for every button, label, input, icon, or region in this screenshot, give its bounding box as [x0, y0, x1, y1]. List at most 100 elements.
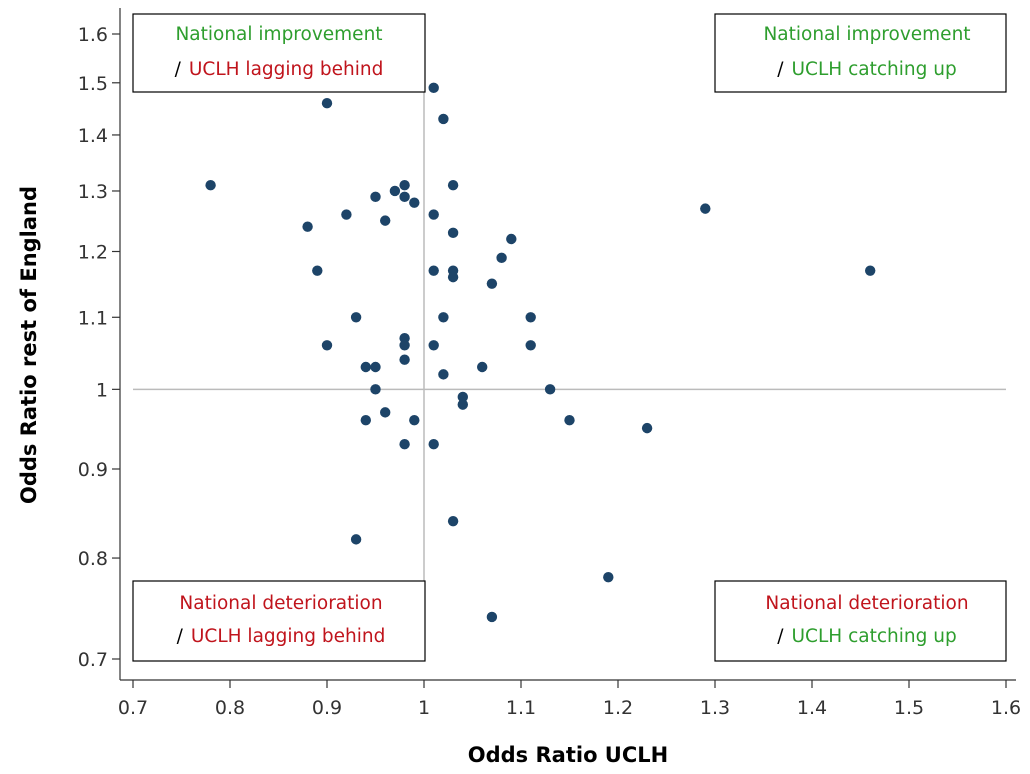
- data-point: [321, 340, 333, 351]
- x-tick-label: 0.8: [215, 697, 245, 719]
- data-point: [447, 179, 459, 191]
- quadrant-bottom-right: National deterioration / UCLH catching up: [714, 580, 1007, 662]
- quadrant-line2-text: UCLH lagging behind: [189, 59, 383, 80]
- x-tick-label: 1.5: [894, 697, 924, 719]
- data-point: [380, 215, 391, 226]
- data-point: [525, 312, 536, 323]
- data-point: [641, 422, 653, 434]
- data-point: [447, 515, 459, 527]
- data-point: [544, 384, 556, 395]
- y-tick-label: 0.9: [78, 459, 108, 481]
- data-point: [399, 340, 410, 351]
- data-point: [428, 82, 439, 94]
- data-point: [399, 179, 410, 191]
- data-point: [438, 113, 449, 125]
- data-point: [438, 312, 449, 323]
- data-point: [428, 439, 439, 450]
- quadrant-slash: /: [175, 59, 182, 80]
- data-point: [370, 191, 381, 203]
- y-axis-title: Odds Ratio rest of England: [17, 186, 41, 504]
- data-point: [409, 415, 420, 426]
- quadrant-line2: / UCLH catching up: [777, 59, 956, 80]
- data-points: [205, 24, 876, 623]
- data-point: [380, 407, 391, 418]
- quadrant-line2: / UCLH lagging behind: [177, 626, 386, 647]
- data-point: [457, 399, 468, 410]
- quadrant-line1: National deterioration: [179, 593, 382, 614]
- quadrant-bottom-left: National deterioration / UCLH lagging beh…: [132, 580, 426, 662]
- data-point: [438, 369, 449, 380]
- quadrant-top-right: National improvement / UCLH catching up: [714, 13, 1007, 93]
- quadrant-line2-text: UCLH catching up: [792, 626, 957, 647]
- y-tick-label: 1.3: [78, 181, 108, 203]
- x-tick-label: 0.7: [118, 697, 148, 719]
- quadrant-box: [132, 580, 426, 662]
- data-point: [447, 271, 459, 283]
- quadrant-box: [714, 580, 1007, 662]
- data-point: [370, 361, 381, 373]
- data-point: [564, 415, 575, 426]
- quadrant-box: [714, 13, 1007, 93]
- data-point: [428, 209, 439, 220]
- y-tick-label: 0.7: [78, 649, 108, 671]
- data-point: [341, 209, 352, 220]
- x-tick-label: 1.2: [603, 697, 633, 719]
- x-tick-label: 1.1: [506, 697, 536, 719]
- data-point: [321, 98, 333, 109]
- data-point: [399, 439, 410, 450]
- x-tick-label: 1.6: [991, 697, 1021, 719]
- quadrant-line2-text: UCLH lagging behind: [191, 626, 385, 647]
- quadrant-line2: / UCLH catching up: [777, 626, 956, 647]
- quadrant-slash: /: [177, 626, 184, 647]
- quadrant-line1: National improvement: [175, 24, 382, 45]
- quadrant-top-left: National improvement / UCLH lagging behin…: [132, 13, 426, 93]
- data-point: [865, 265, 876, 276]
- data-point: [486, 611, 498, 623]
- y-tick-label: 1.4: [78, 125, 108, 147]
- quadrant-slash: /: [777, 626, 784, 647]
- quadrant-line1: National deterioration: [765, 593, 968, 614]
- data-point: [302, 221, 313, 232]
- data-point: [477, 361, 488, 373]
- data-point: [360, 415, 371, 426]
- x-tick-label: 1: [418, 697, 430, 719]
- data-point: [603, 571, 614, 583]
- data-point: [350, 534, 362, 545]
- y-tick-label: 1.1: [78, 307, 108, 329]
- quadrant-line2: / UCLH lagging behind: [175, 59, 384, 80]
- reference-lines: [133, 34, 1006, 659]
- x-tick-label: 1.3: [700, 697, 730, 719]
- data-point: [428, 265, 439, 276]
- data-point: [389, 185, 401, 197]
- y-tick-label: 1.6: [78, 24, 108, 46]
- data-point: [360, 361, 371, 373]
- data-point: [205, 179, 216, 191]
- data-point: [525, 340, 536, 351]
- y-tick-label: 1.5: [78, 73, 108, 95]
- data-point: [506, 233, 517, 245]
- quadrant-slash: /: [777, 59, 784, 80]
- data-point: [409, 197, 420, 208]
- y-tick-label: 0.8: [78, 548, 108, 570]
- y-tick-label: 1: [96, 379, 108, 401]
- data-point: [399, 191, 410, 203]
- data-point: [496, 252, 507, 264]
- data-point: [428, 340, 439, 351]
- quadrant-line2-text: UCLH catching up: [792, 59, 957, 80]
- x-tick-label: 1.4: [797, 697, 827, 719]
- data-point: [312, 265, 323, 276]
- data-point: [399, 354, 410, 365]
- quadrant-box: [132, 13, 426, 93]
- quadrant-line1: National improvement: [763, 24, 970, 45]
- x-tick-label: 0.9: [312, 697, 342, 719]
- data-point: [370, 384, 381, 395]
- data-point: [700, 203, 711, 214]
- x-axis-title: Odds Ratio UCLH: [468, 743, 668, 767]
- data-point: [486, 278, 498, 289]
- axes: 0.7 0.8 0.9 1 1.1 1.2 1.3 1.4 1.5 1.6 0.7 0.8 0.9 1 1.…: [78, 8, 1021, 719]
- y-tick-label: 1.2: [78, 241, 108, 263]
- data-point: [350, 312, 362, 323]
- data-point: [447, 227, 459, 239]
- data-point: [457, 391, 468, 403]
